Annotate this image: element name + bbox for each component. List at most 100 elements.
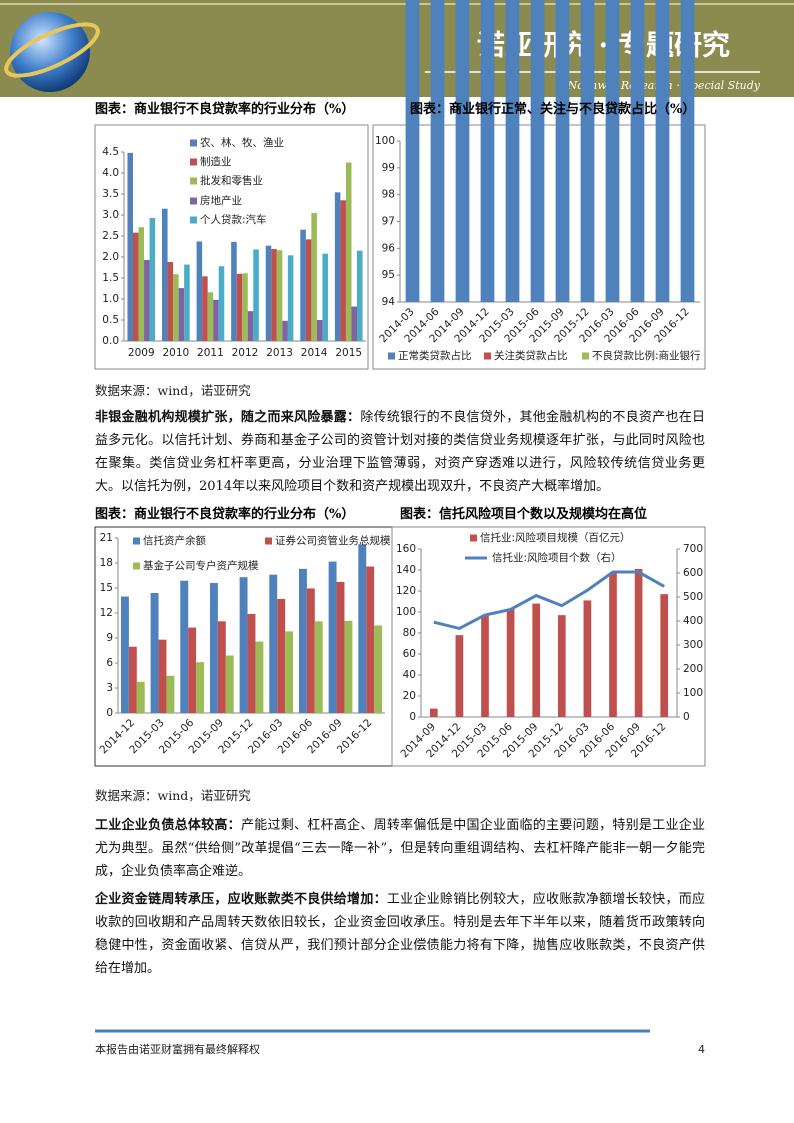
bar [285,631,294,713]
y-tick-label: 3 [106,682,113,694]
legend-label: 不良贷款比例:商业银行 [592,349,701,362]
bar [132,232,139,341]
bar [583,600,592,717]
logo-globe [10,12,90,92]
bar [207,292,214,341]
y-tick-label: 140 [396,564,416,576]
bar [184,264,190,341]
paragraph: 工业企业负债总体较高：产能过剩、杠杆高企、周转率偏低是中国企业面临的主要问题，特… [95,814,705,883]
legend-label: 批发和零售业 [200,174,263,187]
bar [138,227,145,341]
y-tick-label: 0.5 [102,314,119,326]
y2-tick-label: 200 [683,663,703,675]
caption: 图表：商业银行正常、关注与不良贷款占比（%） [410,102,696,117]
y-tick-label: 96 [382,242,396,254]
header-rule [0,3,794,5]
legend-swatch [190,216,197,224]
y2-tick-label: 100 [683,687,703,699]
x-tick-label: 2010 [162,347,189,359]
y-tick-label: 97 [382,216,395,228]
legend-swatch [388,352,395,360]
y-tick-label: 100 [375,135,395,147]
legend-label: 正常类贷款占比 [398,349,472,362]
bar [158,639,167,713]
bar [311,212,317,341]
bar-segment [455,0,470,302]
legend-label: 制造业 [200,155,232,168]
y-tick-label: 160 [396,543,416,555]
bar-segment [655,0,670,302]
y-tick-label: 18 [100,557,113,569]
bar [231,241,237,341]
y-tick-label: 4.5 [102,146,119,158]
bar [178,288,185,341]
bar [282,320,288,341]
x-tick-label: 2014 [301,347,328,359]
y2-tick-label: 400 [683,615,703,627]
legend-label: 个人贷款:汽车 [200,213,267,226]
legend-label: 证券公司资管业务总规模 [275,534,391,547]
legend-swatch [190,139,197,147]
x-tick-label: 2009 [128,347,155,359]
y-tick-label: 0 [409,711,416,723]
x-tick-label: 2013 [266,347,293,359]
paragraph-text: 工业企业赊销比例较大，应收账款净额增长较快，而应收款的回收期和产品周转天数依旧较… [95,892,705,976]
bar [305,239,312,341]
bar [144,259,150,341]
bar [455,635,464,717]
chart-frame [94,124,369,370]
caption: 图表：商业银行不良贷款率的行业分布（%） [95,102,355,117]
bar [202,276,208,341]
bar [429,708,438,717]
bar [316,320,323,341]
paragraph-text: 产能过剩、杠杆高企、周转率偏低是中国企业面临的主要问题，特别是工业企业尤为典型。… [95,818,705,879]
y-tick-label: 3.0 [102,209,119,221]
bar [136,681,145,713]
bar [300,229,306,341]
bar [277,598,286,713]
bar [306,588,315,713]
y-tick-label: 2.5 [102,230,119,242]
bar-segment [430,0,445,302]
source: 数据来源：wind，诺亚研究 [95,383,251,398]
bar [253,249,259,341]
bar [265,245,272,341]
paragraph: 非银金融机构规模扩张，随之而来风险暴露：除传统银行的不良信贷外，其他金融机构的不… [95,406,705,498]
y-tick-label: 12 [100,607,113,619]
bar [218,266,225,341]
bar [287,255,294,341]
y2-tick-label: 300 [683,639,703,651]
bar [167,262,174,341]
bar-segment [680,0,695,302]
legend-label: 房地产业 [200,194,242,207]
bar [149,217,156,341]
paragraph-lead: 工业企业负债总体较高： [95,818,241,833]
bar [242,273,248,341]
bar [366,566,375,713]
bar [345,162,352,341]
bar [180,580,189,713]
bar [334,192,341,341]
legend-swatch [190,158,197,166]
y-tick-label: 2.0 [102,251,119,263]
bar [150,593,159,713]
paragraph-text: 除传统银行的不良信贷外，其他金融机构的不良资产也在日益多元化。以信托计划、券商和… [95,410,705,494]
x-tick-label: 2011 [197,347,224,359]
y-tick-label: 98 [382,189,395,201]
bar [196,662,205,713]
logo-ring [4,22,100,78]
y-tick-label: 94 [382,296,396,308]
bar [239,577,248,713]
source: 数据来源：wind，诺亚研究 [95,788,251,803]
legend-swatch [484,352,491,360]
bar [188,627,197,713]
line [433,570,665,631]
legend-swatch [265,537,272,545]
bar [634,568,643,717]
legend-swatch [190,197,197,205]
bar [196,241,203,341]
bar [557,615,566,717]
bar [336,581,345,713]
